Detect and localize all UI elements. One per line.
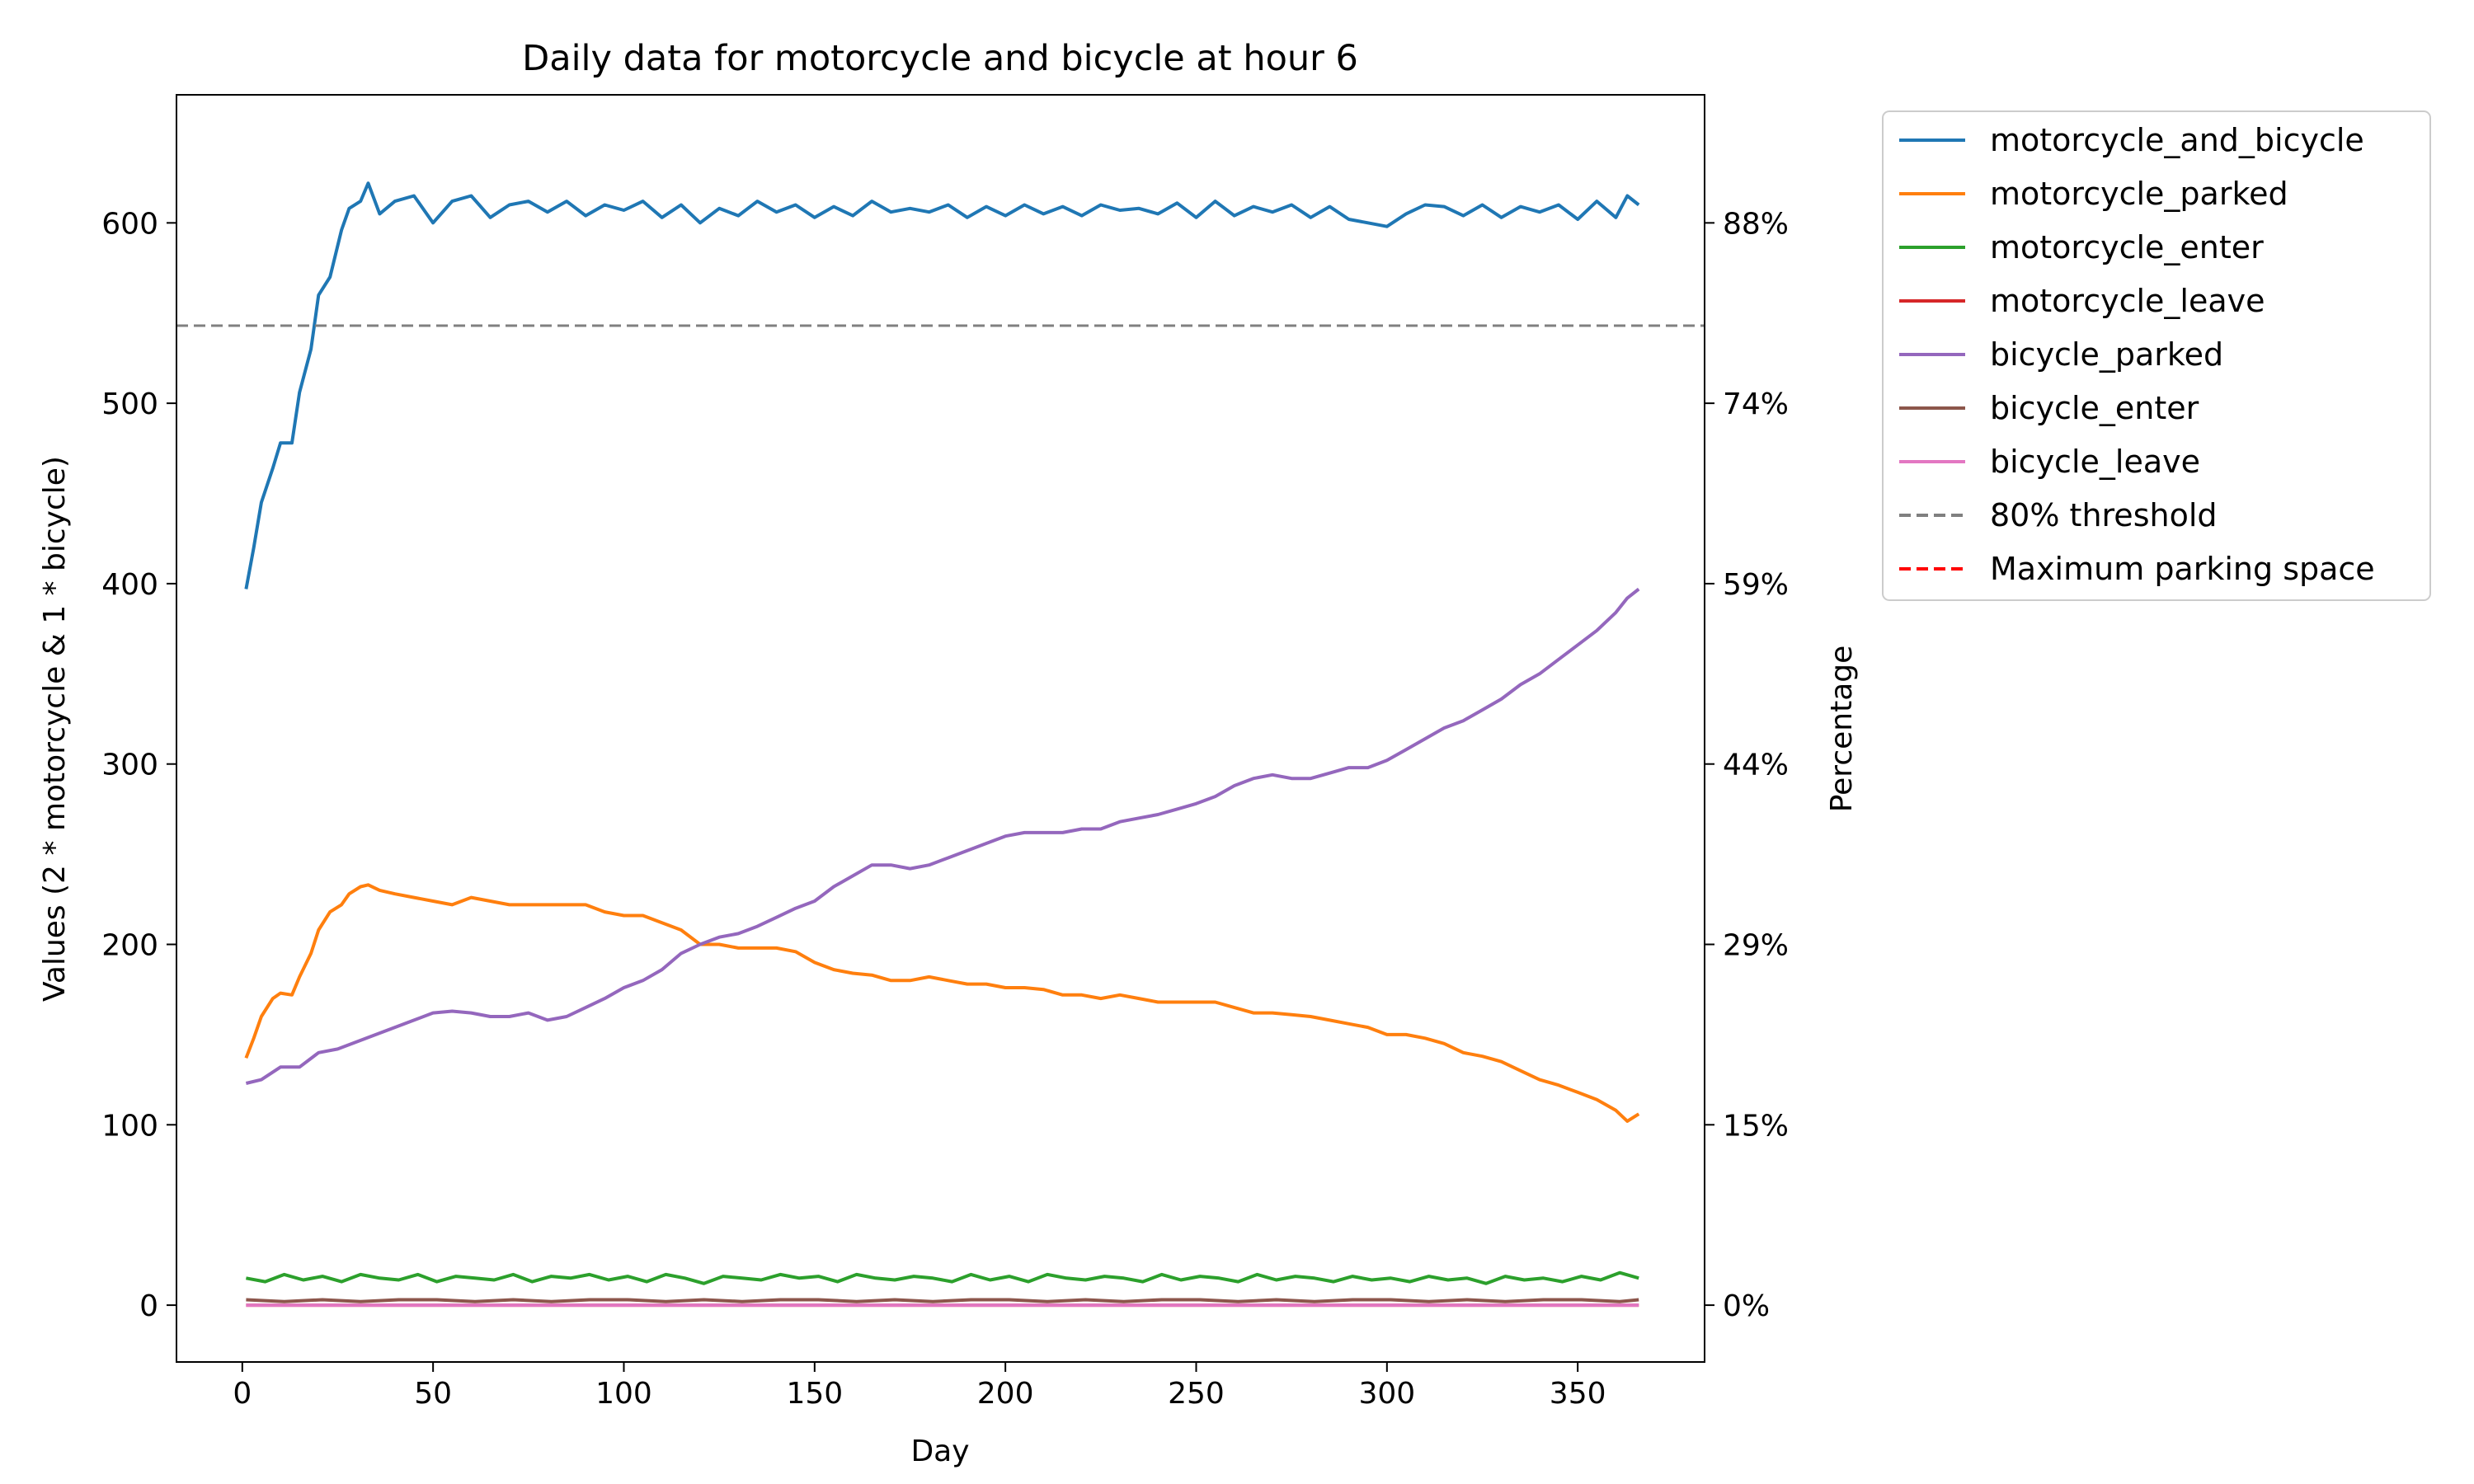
x-tick-label: 350 [1550, 1377, 1606, 1411]
y-tick-label: 0 [139, 1289, 158, 1323]
x-tick-label: 200 [977, 1377, 1034, 1411]
right-tick-label: 44% [1723, 749, 1789, 782]
right-tick-label: 59% [1723, 568, 1789, 602]
y-axis: 0 100 200 300 400 500 600 [101, 207, 176, 1323]
y-tick-label: 600 [101, 207, 158, 241]
legend-label: bicycle_enter [1990, 390, 2199, 426]
right-tick-label: 29% [1723, 929, 1789, 963]
x-tick-label: 100 [595, 1377, 652, 1411]
legend-frame [1882, 110, 2431, 601]
legend-label: bicycle_leave [1990, 444, 2200, 480]
legend-item-motorcycle-parked: motorcycle_parked [1899, 176, 2288, 212]
right-tick-label: 74% [1723, 387, 1789, 421]
legend-item-bicycle-parked: bicycle_parked [1899, 336, 2223, 373]
y-tick-label: 200 [101, 929, 158, 963]
series-motorcycle-parked [244, 883, 1640, 1123]
legend-label: motorcycle_and_bicycle [1990, 122, 2364, 158]
y-tick-label: 300 [101, 749, 158, 782]
right-axis-label: Percentage [1825, 646, 1859, 813]
legend-label: bicycle_parked [1990, 336, 2223, 373]
x-tick-label: 150 [786, 1377, 843, 1411]
series-bicycle-parked [245, 587, 1640, 1085]
legend-label: motorcycle_leave [1990, 283, 2265, 319]
series-bicycle-enter [246, 1298, 1639, 1303]
right-tick-label: 15% [1723, 1109, 1789, 1143]
chart-title: Daily data for motorcycle and bicycle at… [522, 38, 1358, 79]
x-tick-label: 50 [414, 1377, 452, 1411]
x-tick-label: 250 [1168, 1377, 1225, 1411]
legend-item-bicycle-leave: bicycle_leave [1899, 444, 2200, 480]
legend-item-motorcycle-enter: motorcycle_enter [1899, 229, 2264, 265]
legend-label: motorcycle_parked [1990, 176, 2288, 212]
legend-item-maximum-parking-space: Maximum parking space [1899, 551, 2375, 587]
x-tick-label: 0 [233, 1377, 252, 1411]
series-motorcycle-enter [246, 1270, 1639, 1285]
x-axis: 0 50 100 150 200 250 300 350 [233, 1362, 1606, 1411]
right-axis: 0% 15% 29% 44% 59% 74% 88% [1705, 207, 1789, 1323]
right-tick-label: 0% [1723, 1289, 1770, 1323]
plot-frame [176, 94, 1705, 1363]
y-tick-label: 400 [101, 568, 158, 602]
x-axis-label: Day [910, 1435, 969, 1468]
legend-item-bicycle-enter: bicycle_enter [1899, 390, 2199, 426]
y-tick-label: 100 [101, 1109, 158, 1143]
x-tick-label: 300 [1358, 1377, 1415, 1411]
legend-item-motorcycle-and-bicycle: motorcycle_and_bicycle [1899, 122, 2364, 158]
series-layer [176, 181, 1705, 1308]
y-axis-label: Values (2 * motorcycle & 1 * bicycle) [38, 456, 72, 1002]
legend-item-80-threshold: 80% threshold [1899, 497, 2218, 533]
right-tick-label: 88% [1723, 207, 1789, 241]
series-motorcycle-and-bicycle [244, 181, 1640, 589]
legend: motorcycle_and_bicycle motorcycle_parkedm… [1882, 110, 2431, 601]
legend-label: 80% threshold [1990, 497, 2218, 533]
y-tick-label: 500 [101, 387, 158, 421]
legend-label: motorcycle_enter [1990, 229, 2264, 265]
legend-item-motorcycle-leave: motorcycle_leave [1899, 283, 2265, 319]
legend-label: Maximum parking space [1990, 551, 2375, 587]
